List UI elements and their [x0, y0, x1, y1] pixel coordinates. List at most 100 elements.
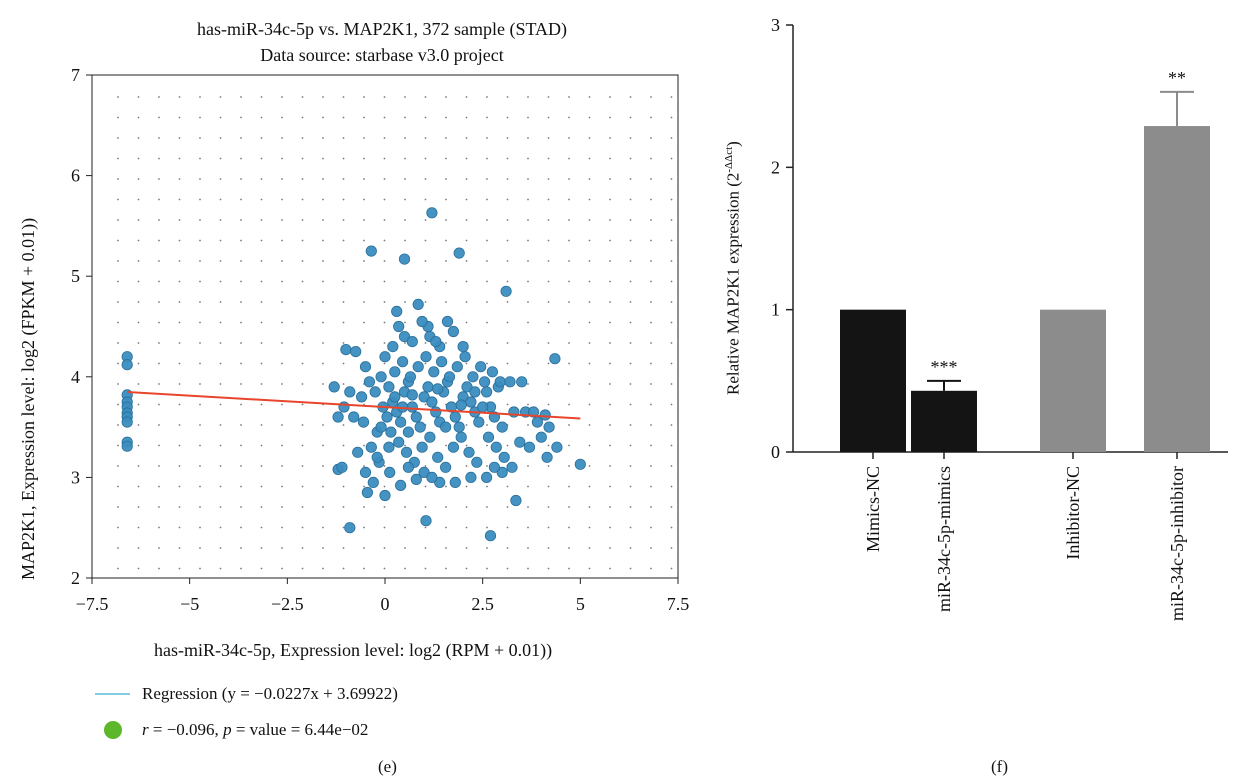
grid-dot — [465, 239, 468, 242]
grid-dot — [568, 424, 570, 426]
grid-dot — [137, 383, 140, 385]
grid-dot — [568, 485, 570, 488]
x-tick-label: −5 — [180, 594, 199, 614]
grid-dot — [547, 96, 550, 98]
grid-dot — [465, 465, 468, 467]
grid-dot — [158, 526, 160, 529]
scatter-point — [402, 461, 414, 473]
grid-dot — [568, 444, 570, 447]
grid-dot — [424, 116, 427, 119]
grid-dot — [404, 198, 406, 201]
scatter-point — [416, 315, 428, 328]
grid-dot — [137, 280, 140, 283]
grid-dot — [301, 137, 304, 139]
grid-dot — [158, 567, 160, 570]
grid-dot — [547, 567, 550, 570]
grid-dot — [465, 96, 468, 98]
scatter-point — [426, 471, 438, 483]
grid-dot — [465, 301, 468, 303]
grid-dot — [383, 342, 386, 344]
scatter-x-ticks: −7.5 −5 −2.5 0 2.5 5 7.5 — [76, 578, 689, 614]
scatter-point — [418, 466, 430, 478]
grid-dot — [629, 198, 632, 201]
grid-dot — [322, 362, 324, 365]
grid-dot — [629, 383, 632, 385]
grid-dot — [609, 157, 611, 160]
grid-dot — [199, 116, 201, 119]
grid-dot — [670, 485, 673, 488]
grid-dot — [424, 157, 427, 160]
grid-dot — [301, 116, 304, 119]
grid-dot — [260, 403, 263, 406]
grid-dot — [158, 137, 160, 139]
grid-dot — [363, 260, 365, 262]
grid-dot — [219, 485, 222, 488]
scatter-point — [414, 421, 426, 433]
grid-dot — [219, 444, 222, 447]
grid-dot — [445, 219, 447, 221]
grid-dot — [650, 444, 652, 447]
grid-dot — [609, 362, 611, 365]
grid-dot — [527, 260, 529, 262]
grid-dot — [609, 465, 611, 467]
grid-dot — [158, 198, 160, 201]
scatter-point — [432, 383, 444, 395]
grid-dot — [137, 116, 140, 119]
grid-dot — [506, 137, 509, 139]
grid-dot — [445, 116, 447, 119]
grid-dot — [240, 96, 242, 98]
grid-dot — [404, 280, 406, 283]
grid-dot — [199, 342, 201, 344]
grid-dot — [445, 547, 447, 549]
bar-y-tick-label: 2 — [771, 157, 780, 177]
grid-dot — [117, 260, 119, 262]
grid-dot — [547, 342, 550, 344]
grid-dot — [219, 116, 222, 119]
grid-dot — [137, 219, 140, 221]
grid-dot — [670, 280, 673, 283]
scatter-point — [367, 476, 379, 488]
grid-dot — [424, 301, 427, 303]
grid-dot — [158, 403, 160, 406]
grid-dot — [486, 424, 488, 426]
grid-dot — [363, 567, 365, 570]
grid-dot — [527, 280, 529, 283]
bar-y-axis-label: Relative MAP2K1 expression (2-ΔΔct) — [723, 141, 744, 395]
grid-dot — [199, 96, 201, 98]
grid-dot — [301, 157, 304, 160]
grid-dot — [629, 506, 632, 508]
grid-dot — [527, 526, 529, 529]
grid-dot — [547, 239, 550, 242]
scatter-point — [496, 466, 508, 478]
scatter-x-axis-label: has-miR-34c-5p, Expression level: log2 (… — [154, 640, 553, 660]
grid-dot — [670, 137, 673, 139]
scatter-title: has-miR-34c-5p vs. MAP2K1, 372 sample (S… — [196, 19, 568, 39]
grid-dot — [260, 444, 263, 447]
grid-dot — [609, 444, 611, 447]
grid-dot — [588, 301, 591, 303]
grid-dot — [199, 424, 201, 426]
grid-dot — [588, 547, 591, 549]
grid-dot — [240, 526, 242, 529]
grid-dot — [281, 178, 283, 180]
scatter-point — [439, 461, 452, 473]
grid-dot — [301, 383, 304, 385]
grid-dot — [363, 96, 365, 98]
grid-dot — [547, 547, 550, 549]
y-tick-label: 2 — [71, 568, 80, 588]
grid-dot — [240, 362, 242, 365]
grid-dot — [363, 321, 365, 324]
grid-dot — [383, 198, 386, 201]
scatter-subtitle: Data source: starbase v3.0 project — [260, 45, 504, 65]
bar-y-tick-label: 0 — [771, 442, 780, 462]
grid-dot — [158, 178, 160, 180]
grid-dot — [137, 465, 140, 467]
grid-dot — [322, 301, 324, 303]
grid-dot — [281, 321, 283, 324]
grid-dot — [117, 465, 119, 467]
grid-dot — [506, 321, 509, 324]
grid-dot — [588, 116, 591, 119]
scatter-point — [478, 376, 491, 388]
grid-dot — [240, 280, 242, 283]
